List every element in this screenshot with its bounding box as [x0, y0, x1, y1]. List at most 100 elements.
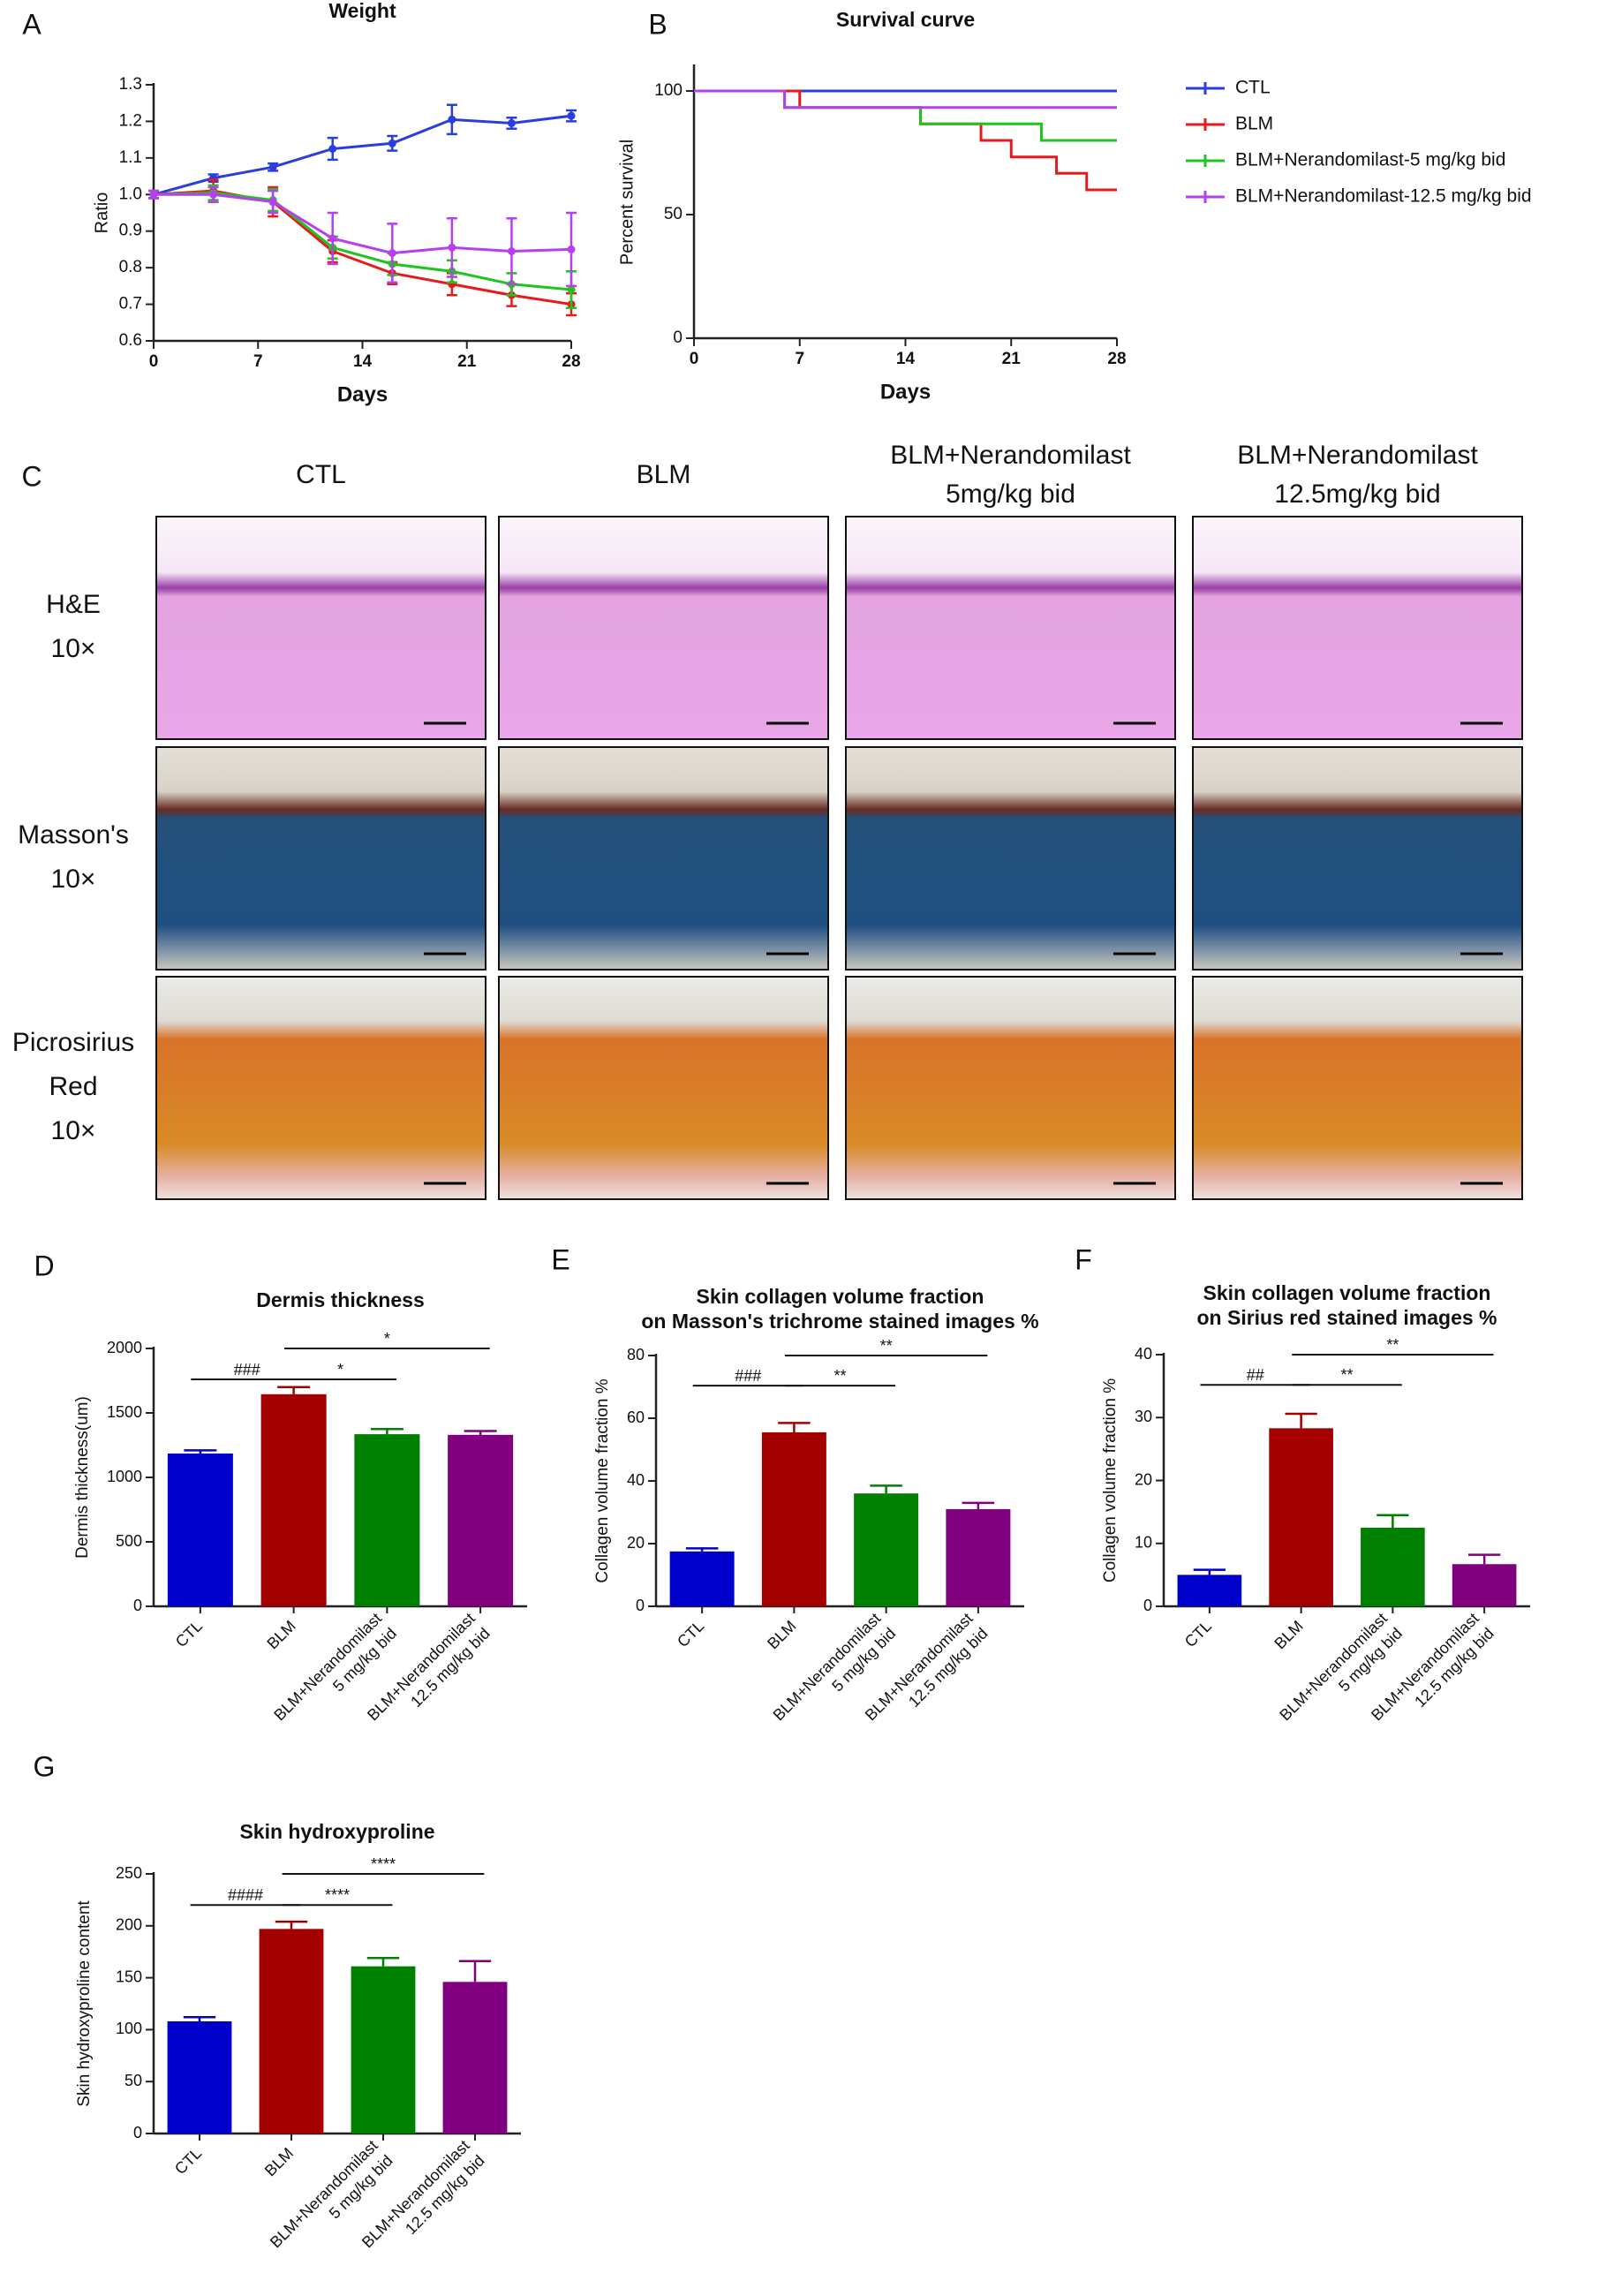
bar: [669, 1551, 735, 1606]
x-tick-label: BLM: [1271, 1617, 1306, 1652]
point: [448, 243, 456, 252]
y-tick-label: 1500: [107, 1403, 142, 1421]
y-tick-label: 1.2: [119, 111, 142, 130]
column-header: BLM: [637, 460, 691, 489]
x-tick-label: CTL: [1181, 1617, 1215, 1650]
y-tick-label: 50: [664, 205, 683, 223]
survival-line: [694, 89, 1117, 110]
point: [268, 198, 277, 207]
row-label: H&E: [46, 590, 101, 619]
series-line: [153, 114, 572, 196]
row-label: Red: [49, 1072, 97, 1101]
histology-image: [1192, 746, 1523, 971]
y-tick-label: 0.8: [119, 258, 142, 276]
significance-label: ###: [735, 1367, 761, 1385]
histology-image: [155, 976, 486, 1200]
legend-swatch: [1186, 118, 1225, 131]
error-bar: [1285, 1412, 1317, 1429]
bar: [167, 1453, 233, 1606]
x-tick-label: BLM: [764, 1617, 799, 1652]
point: [507, 247, 516, 255]
error-bar: [778, 1422, 811, 1432]
row-label: 10×: [51, 865, 96, 894]
histology-image: [845, 746, 1176, 971]
significance-label: *: [337, 1361, 343, 1378]
histology-image: [498, 976, 829, 1200]
x-tick-label: CTL: [674, 1617, 707, 1650]
x-tick-label: 28: [1107, 350, 1126, 368]
bar: [946, 1508, 1011, 1606]
error-bar: [183, 2016, 216, 2021]
y-tick-label: 0: [636, 1597, 645, 1614]
column-header: BLM+Nerandomilast: [890, 441, 1131, 470]
significance-label: ****: [371, 1855, 396, 1873]
x-tick-label: 7: [795, 350, 804, 368]
y-tick-label: 0.6: [119, 331, 142, 350]
error-bar: [184, 1449, 217, 1454]
histology-image: [845, 516, 1176, 740]
bar: [448, 1434, 514, 1606]
x-tick-label: 21: [1002, 350, 1022, 368]
y-tick-label: 20: [627, 1534, 645, 1552]
point: [567, 111, 576, 120]
chart-title: Skin hydroxyproline: [239, 1820, 434, 1843]
x-tick-label: 0: [690, 350, 699, 368]
y-tick-label: 0: [1143, 1597, 1152, 1614]
y-tick-label: 500: [116, 1532, 142, 1550]
point: [388, 249, 396, 258]
point: [149, 190, 158, 199]
column-header: 12.5mg/kg bid: [1274, 480, 1440, 509]
x-tick-label: 14: [896, 350, 916, 368]
legend-swatch: [1186, 155, 1225, 167]
error-bar: [277, 1386, 311, 1394]
y-tick-label: 1000: [107, 1468, 142, 1485]
bar: [1361, 1527, 1425, 1606]
series-line: [153, 191, 572, 291]
x-tick-label: BLM: [261, 2144, 297, 2179]
series-line: [153, 189, 572, 306]
survival-line: [694, 89, 1117, 142]
significance-label: *: [384, 1330, 390, 1348]
column-header: 5mg/kg bid: [946, 480, 1075, 509]
x-tick-label: 14: [353, 352, 373, 371]
histology-image: [155, 746, 486, 971]
bar: [1452, 1564, 1517, 1606]
error-bar: [1376, 1514, 1409, 1528]
column-header: BLM+Nerandomilast: [1237, 441, 1478, 470]
y-axis-label: Collagen volume fraction %: [1101, 1378, 1120, 1582]
chart-title: Survival curve: [836, 8, 975, 31]
bar: [351, 1966, 416, 2134]
legend-label: BLM+Nerandomilast-5 mg/kg bid: [1235, 150, 1505, 170]
y-tick-label: 1.1: [119, 148, 142, 167]
y-tick-label: 0: [133, 2124, 142, 2141]
y-tick-label: 60: [627, 1409, 645, 1426]
y-tick-label: 100: [654, 81, 683, 100]
panel-label: G: [34, 1750, 56, 1782]
bar: [1269, 1428, 1333, 1606]
y-tick-label: 200: [116, 1916, 142, 1934]
histology-image: [498, 516, 829, 740]
bar: [259, 1929, 324, 2134]
histology-image: [1192, 516, 1523, 740]
error-bar: [366, 1957, 400, 1967]
bar: [1177, 1575, 1242, 1606]
significance-label: **: [1386, 1336, 1399, 1354]
y-axis-label: Dermis thickness(um): [73, 1396, 92, 1559]
chart-title: on Sirius red stained images %: [1197, 1306, 1497, 1329]
significance-label: ****: [325, 1886, 350, 1904]
chart-title: Dermis thickness: [256, 1288, 424, 1311]
point: [388, 139, 396, 147]
y-tick-label: 30: [1135, 1408, 1152, 1425]
bar: [260, 1393, 327, 1606]
column-header: CTL: [296, 460, 346, 489]
y-tick-label: 2000: [107, 1339, 142, 1356]
y-tick-label: 80: [627, 1346, 645, 1363]
significance-label: **: [1340, 1366, 1353, 1384]
chart-title: Skin collagen volume fraction: [1203, 1281, 1491, 1304]
y-tick-label: 20: [1135, 1470, 1152, 1488]
error-bar: [1467, 1553, 1501, 1565]
chart-title: Skin collagen volume fraction: [697, 1285, 984, 1308]
error-bar: [464, 1430, 497, 1435]
